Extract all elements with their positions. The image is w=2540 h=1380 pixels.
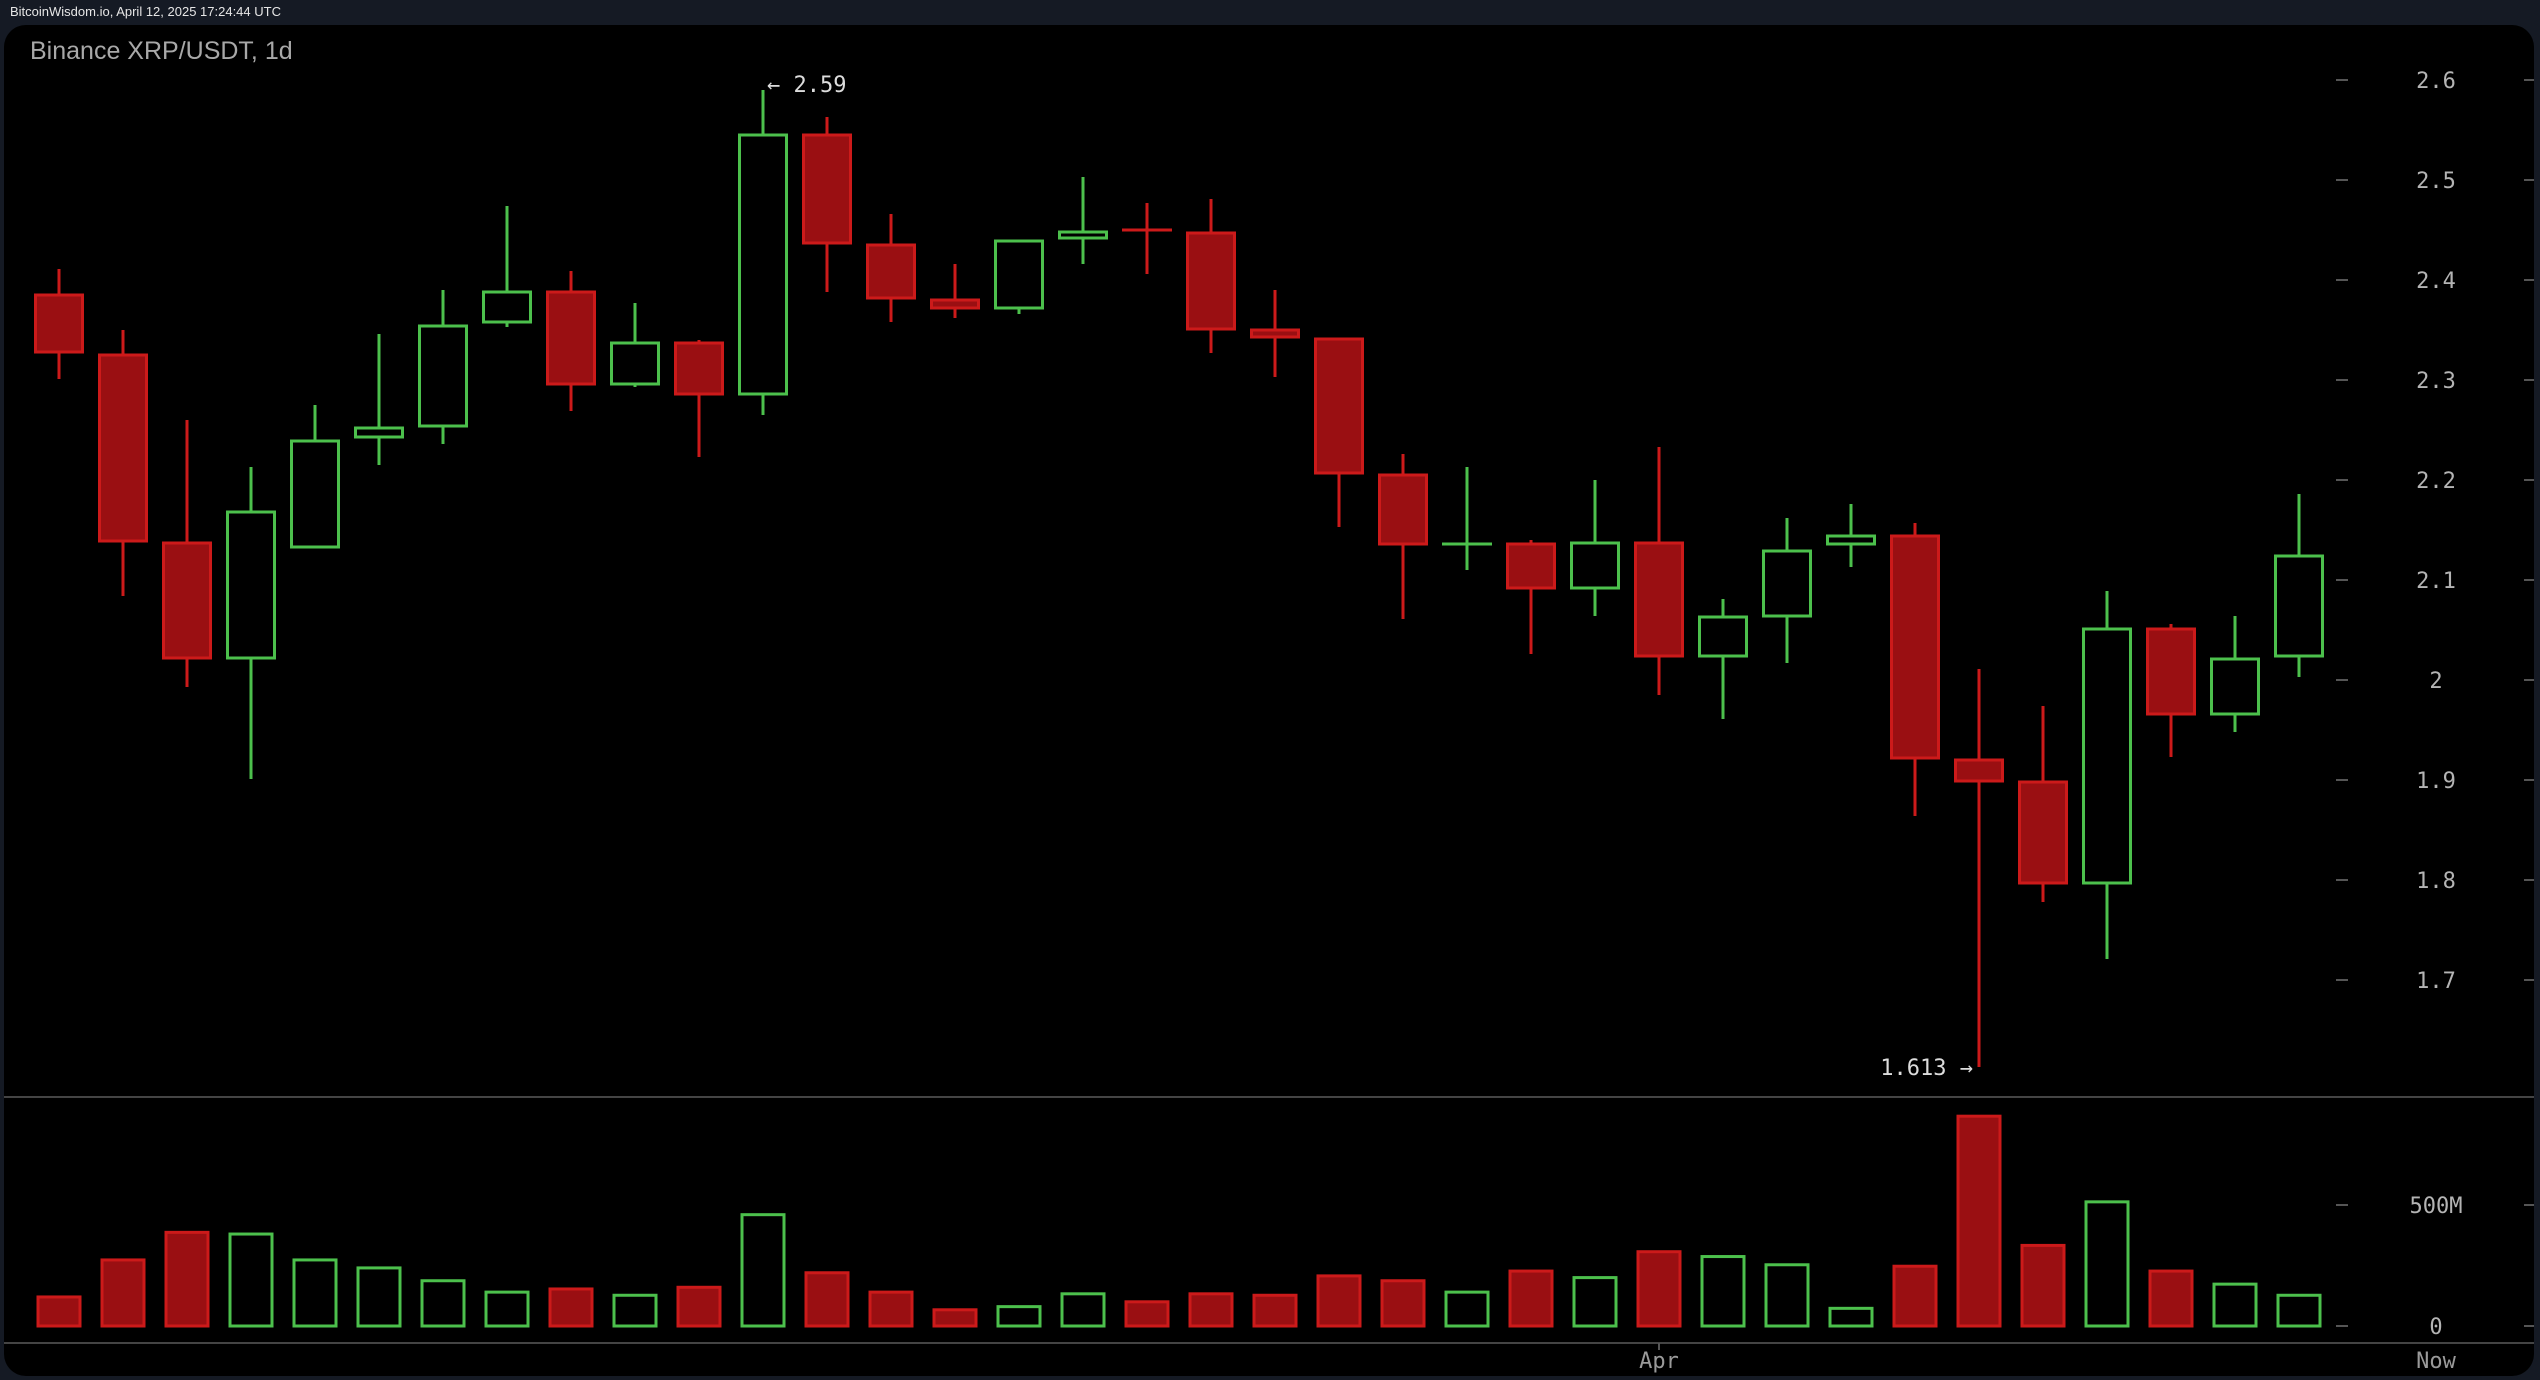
candle-down[interactable] (2146, 627, 2196, 716)
volume-bar-down[interactable] (804, 1271, 850, 1328)
candle-up[interactable] (2082, 627, 2132, 885)
volume-bar-down[interactable] (1636, 1250, 1682, 1328)
candle-down[interactable] (1506, 542, 1556, 590)
y-axis-label: 1.9 (2416, 769, 2456, 794)
volume-axis-label: 0 (2429, 1315, 2442, 1340)
volume-bar-down[interactable] (932, 1308, 978, 1328)
volume-bar-up[interactable] (1444, 1290, 1490, 1328)
candle-up[interactable] (994, 239, 1044, 310)
candle-down[interactable] (930, 298, 980, 310)
candle-down[interactable] (162, 541, 212, 660)
candle-down[interactable] (546, 290, 596, 386)
volume-bar-down[interactable] (868, 1290, 914, 1328)
y-axis-label: 2.2 (2416, 469, 2456, 494)
candle-up[interactable] (418, 324, 468, 428)
candle-down[interactable] (2018, 780, 2068, 885)
candle-up[interactable] (1762, 549, 1812, 618)
volume-bar-down[interactable] (1188, 1292, 1234, 1328)
candle-up[interactable] (354, 426, 404, 439)
volume-bar-up[interactable] (1700, 1255, 1746, 1328)
volume-bar-down[interactable] (2020, 1243, 2066, 1328)
candle-down[interactable] (1954, 758, 2004, 783)
candle-down[interactable] (802, 133, 852, 245)
volume-bar-down[interactable] (2148, 1269, 2194, 1328)
low-price-annotation: 1.613 → (1880, 1056, 1973, 1081)
volume-bar-down[interactable] (1380, 1279, 1426, 1328)
candle-down[interactable] (1186, 231, 1236, 331)
x-axis-label: Now (2416, 1349, 2456, 1374)
y-axis-label: 1.7 (2416, 969, 2456, 994)
candle-down[interactable] (1890, 534, 1940, 760)
volume-bar-down[interactable] (36, 1295, 82, 1328)
candle-up[interactable] (610, 341, 660, 386)
chart-panel[interactable]: 2.6 2.5 2.4 2.3 2.2 2.1 2 1.9 1.8 1.7 500M 0 ← 2.59 1… (4, 25, 2534, 1376)
volume-bar-down[interactable] (1892, 1264, 1938, 1328)
volume-bar-up[interactable] (740, 1213, 786, 1328)
candle-down[interactable] (674, 341, 724, 396)
volume-bar-up[interactable] (1572, 1276, 1618, 1328)
candle-up[interactable] (1698, 615, 1748, 658)
volume-bar-down[interactable] (1252, 1293, 1298, 1328)
high-price-annotation: ← 2.59 (767, 73, 846, 98)
chart-title: Binance XRP/USDT, 1d (30, 37, 293, 65)
volume-bar-up[interactable] (1764, 1263, 1810, 1328)
candle-down[interactable] (1314, 337, 1364, 475)
volume-axis-label: 500M (2410, 1194, 2463, 1219)
candle-up[interactable] (290, 439, 340, 549)
candle-down[interactable] (98, 353, 148, 543)
candle-up[interactable] (2274, 554, 2324, 658)
source-timestamp: BitcoinWisdom.io, April 12, 2025 17:24:4… (10, 4, 281, 19)
y-axis-label: 2.1 (2416, 569, 2456, 594)
y-axis-label: 2.5 (2416, 169, 2456, 194)
volume-bar-down[interactable] (676, 1285, 722, 1328)
candlestick-chart[interactable]: 2.6 2.5 2.4 2.3 2.2 2.1 2 1.9 1.8 1.7 500M 0 ← 2.59 1… (4, 25, 2534, 1376)
candle-up[interactable] (1058, 230, 1108, 240)
volume-bar-up[interactable] (1060, 1292, 1106, 1328)
volume-bar-up[interactable] (2212, 1282, 2258, 1328)
x-axis-label: Apr (1639, 1349, 1679, 1374)
candle-up[interactable] (2210, 657, 2260, 716)
candle-up[interactable] (1826, 534, 1876, 546)
y-axis-label: 2.3 (2416, 369, 2456, 394)
candle-down[interactable] (1378, 473, 1428, 546)
volume-bar-up[interactable] (2084, 1200, 2130, 1328)
candle-up[interactable] (482, 290, 532, 324)
volume-bar-up[interactable] (420, 1279, 466, 1328)
volume-bar-down[interactable] (164, 1230, 210, 1328)
volume-bar-up[interactable] (996, 1305, 1042, 1328)
volume-bar-up[interactable] (228, 1232, 274, 1328)
top-info-bar: BitcoinWisdom.io, April 12, 2025 17:24:4… (0, 0, 2540, 25)
candle-up[interactable] (738, 133, 788, 396)
volume-bar-up[interactable] (612, 1293, 658, 1328)
volume-bar-down[interactable] (548, 1287, 594, 1328)
candle-up[interactable] (1570, 541, 1620, 590)
y-axis-label: 2.4 (2416, 269, 2456, 294)
candle-up[interactable] (226, 510, 276, 660)
volume-bar-down[interactable] (1316, 1274, 1362, 1328)
volume-bar-up[interactable] (356, 1266, 402, 1328)
candle-down[interactable] (1250, 328, 1300, 339)
y-axis-label: 2.6 (2416, 69, 2456, 94)
volume-bar-up[interactable] (484, 1290, 530, 1328)
y-axis-label: 2 (2429, 669, 2442, 694)
y-axis-label: 1.8 (2416, 869, 2456, 894)
candle-down[interactable] (866, 243, 916, 300)
volume-bar-up[interactable] (1828, 1306, 1874, 1328)
volume-bar-up[interactable] (292, 1258, 338, 1328)
candle-down[interactable] (34, 293, 84, 354)
volume-bar-up[interactable] (2276, 1293, 2322, 1328)
candle-down[interactable] (1634, 541, 1684, 658)
volume-bar-down[interactable] (1956, 1114, 2002, 1328)
volume-bar-down[interactable] (1508, 1269, 1554, 1328)
volume-bar-down[interactable] (1124, 1300, 1170, 1328)
volume-bar-down[interactable] (100, 1258, 146, 1328)
